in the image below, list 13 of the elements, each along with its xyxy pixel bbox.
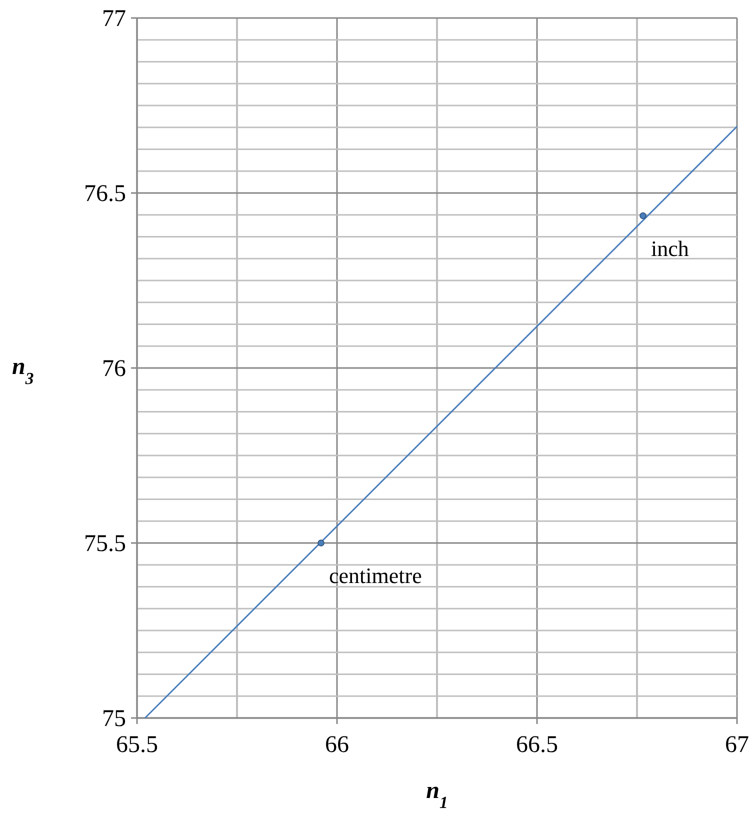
y-tick-label: 77 bbox=[102, 6, 126, 32]
annotation: inch bbox=[651, 236, 689, 261]
annotation: centimetre bbox=[329, 563, 422, 588]
x-tick-label: 67 bbox=[725, 732, 749, 758]
y-tick-label: 75.5 bbox=[84, 531, 126, 557]
y-tick-label: 75 bbox=[102, 706, 126, 732]
x-axis-title: n$_{1}$ bbox=[426, 778, 448, 812]
y-tick-label: 76.5 bbox=[84, 181, 126, 207]
x-tick-label: 65.5 bbox=[116, 732, 158, 758]
x-tick-label: 66 bbox=[325, 732, 349, 758]
y-axis-title: n$_{3}$ bbox=[12, 354, 34, 388]
y-tick-label: 76 bbox=[102, 356, 126, 382]
x-tick-label: 66.5 bbox=[516, 732, 558, 758]
